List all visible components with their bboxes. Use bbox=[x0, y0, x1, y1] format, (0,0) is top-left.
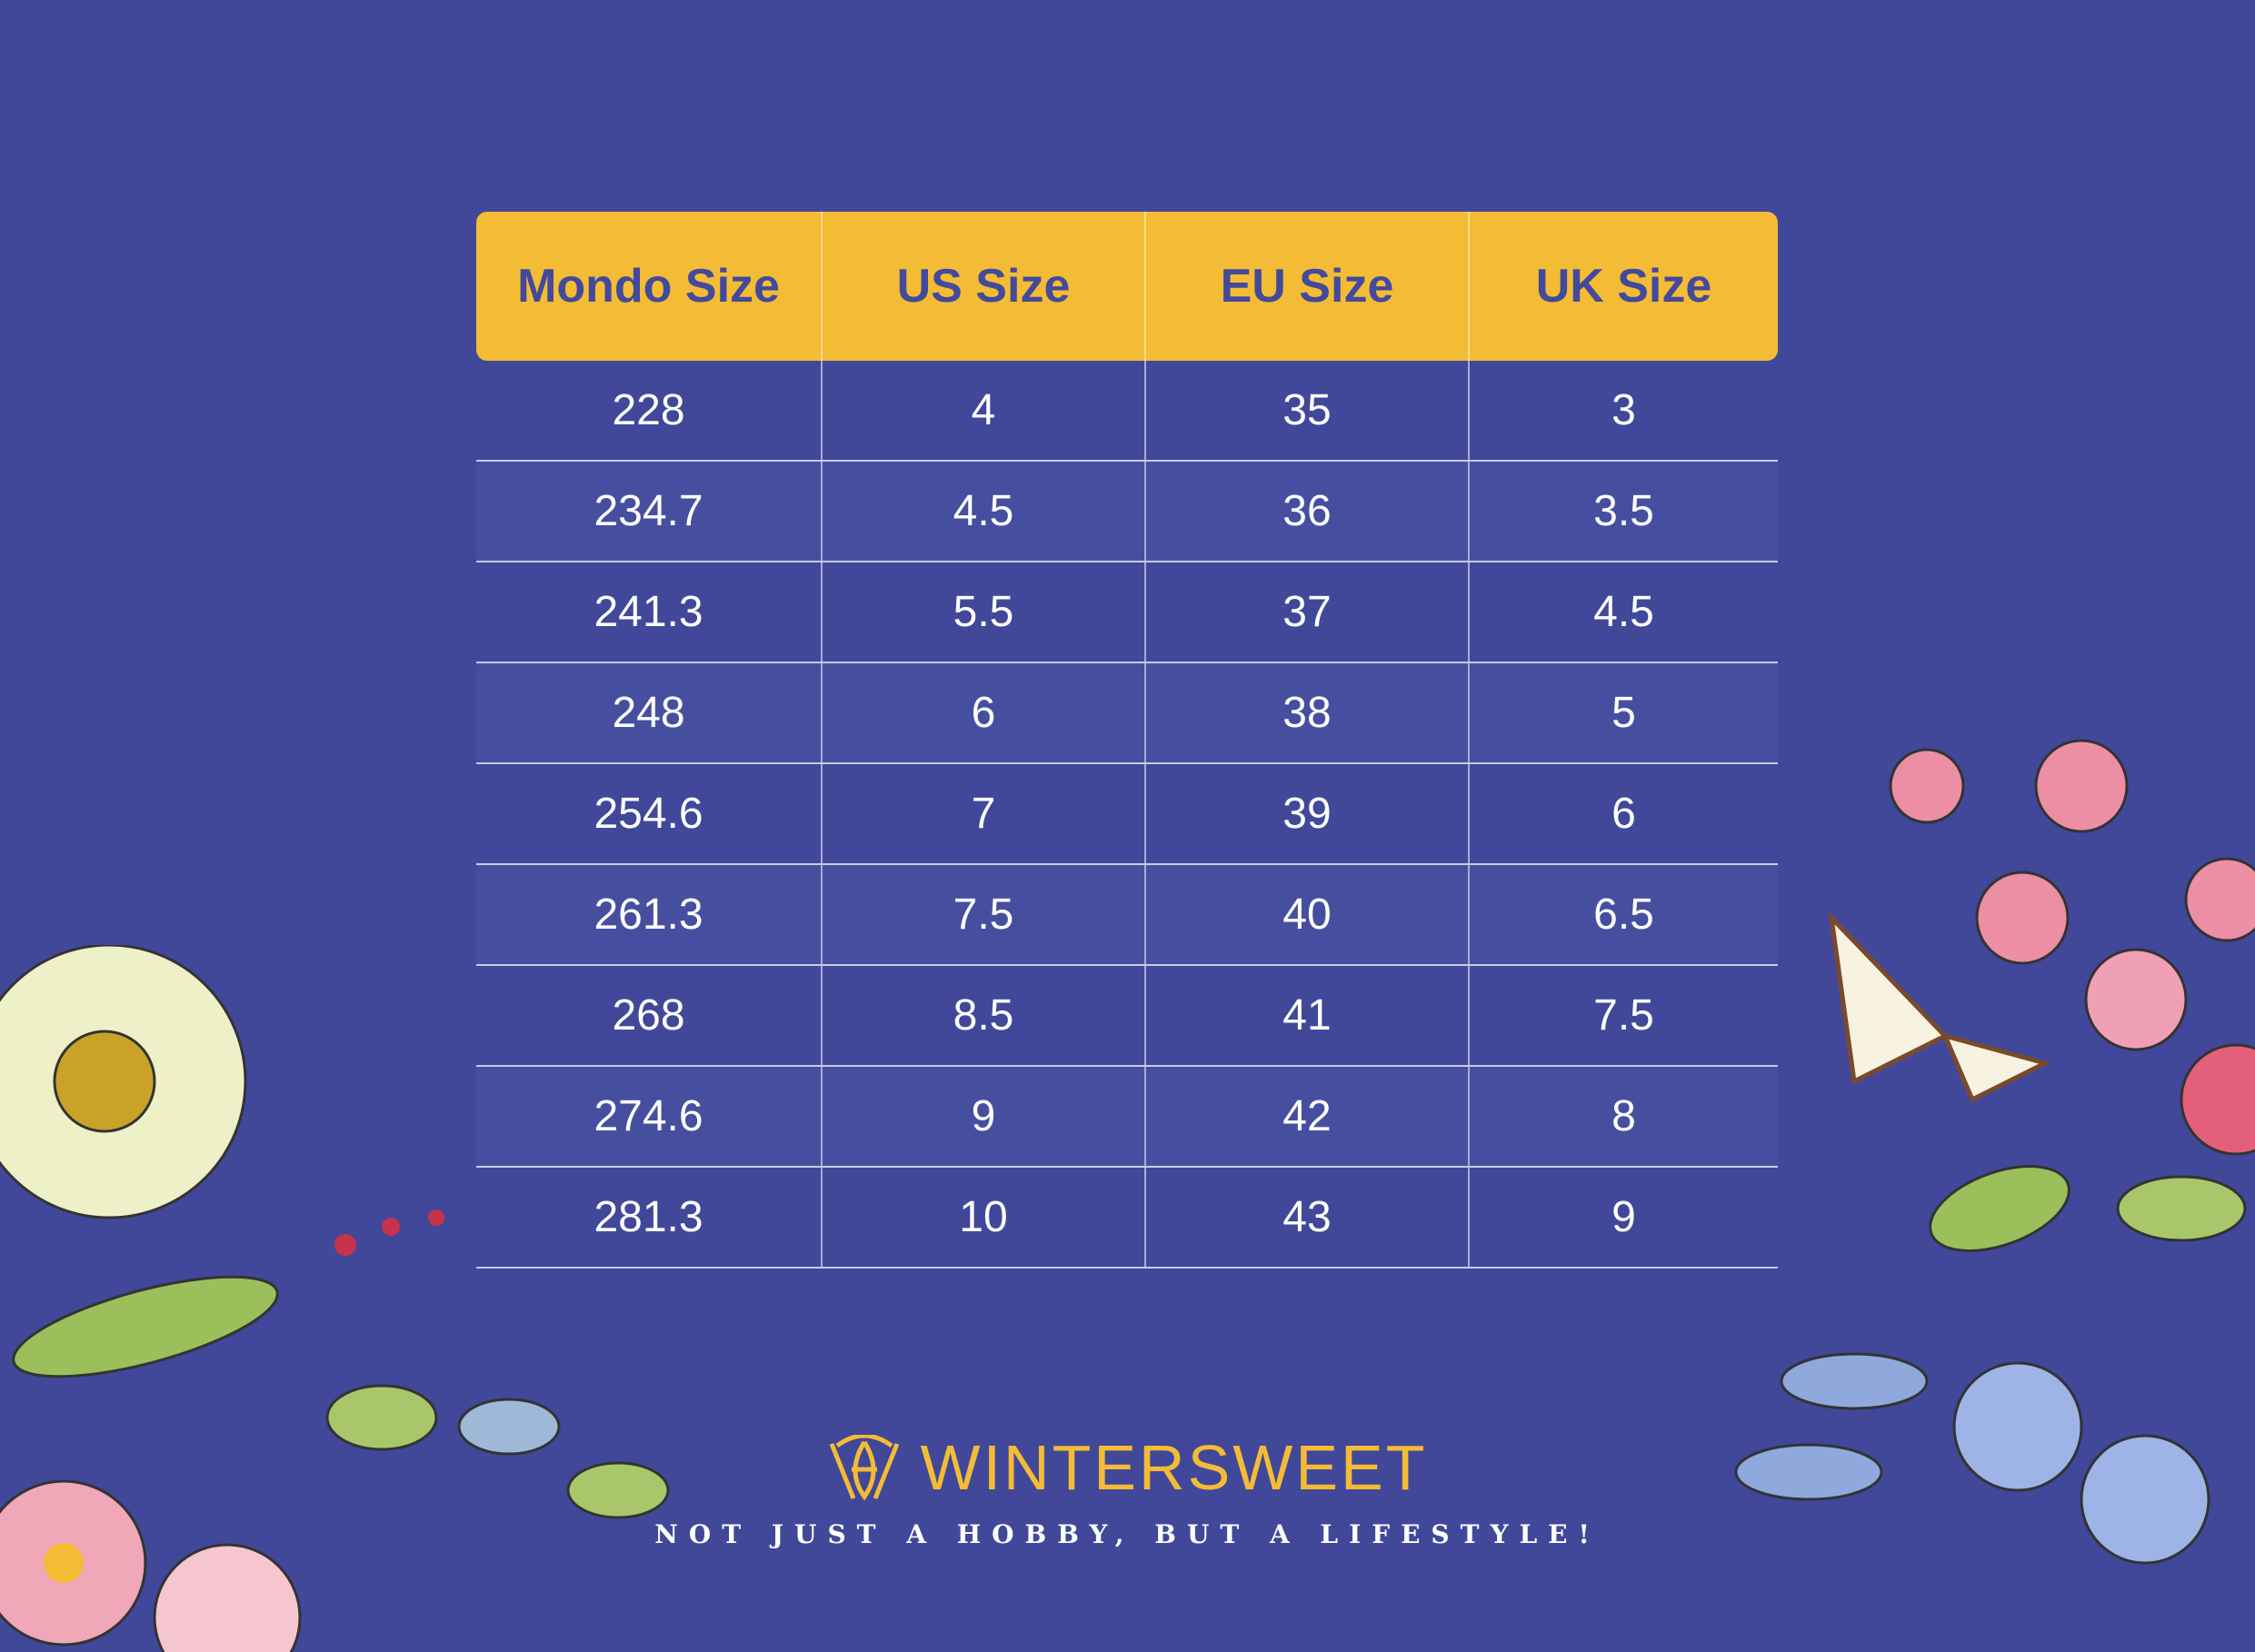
cell-us: 7 bbox=[823, 764, 1146, 863]
cell-us: 6 bbox=[823, 663, 1146, 762]
cell-uk: 6 bbox=[1611, 790, 1636, 838]
flower-decoration-left bbox=[0, 945, 670, 1652]
table-row: 274.6 9 42 8 bbox=[476, 1067, 1778, 1168]
cell-us: 9 bbox=[823, 1067, 1146, 1166]
cell-uk: 3 bbox=[1611, 386, 1636, 434]
cell-us: 4.5 bbox=[823, 462, 1146, 561]
header-us: US Size bbox=[823, 212, 1146, 361]
cell-eu: 42 bbox=[1146, 1067, 1470, 1166]
cell-uk: 6.5 bbox=[1593, 891, 1654, 939]
cell-eu: 40 bbox=[1146, 865, 1470, 964]
cell-mondo: 234.7 bbox=[476, 462, 823, 561]
cell-us: 8.5 bbox=[823, 966, 1146, 1065]
cell-mondo: 268 bbox=[476, 966, 823, 1065]
flower-decoration-right bbox=[1734, 739, 2255, 1565]
cell-mondo: 241.3 bbox=[476, 562, 823, 662]
table-row: 241.3 5.5 37 4.5 bbox=[476, 562, 1778, 663]
cell-mondo: 254.6 bbox=[476, 764, 823, 863]
header-uk: UK Size bbox=[1535, 260, 1712, 313]
cell-eu: 39 bbox=[1146, 764, 1470, 863]
cell-uk: 4.5 bbox=[1593, 588, 1654, 636]
table-row: 261.3 7.5 40 6.5 bbox=[476, 865, 1778, 966]
brand-logo: WINTERSWEET bbox=[0, 1431, 2255, 1504]
cell-mondo: 228 bbox=[476, 361, 823, 460]
cell-uk: 5 bbox=[1611, 689, 1636, 737]
size-chart-table: Mondo Size US Size EU Size UK Size 228 4 3… bbox=[476, 212, 1778, 1269]
cell-us: 7.5 bbox=[823, 865, 1146, 964]
cell-us: 4 bbox=[823, 361, 1146, 460]
table-row: 234.7 4.5 36 3.5 bbox=[476, 462, 1778, 562]
header-eu: EU Size bbox=[1146, 212, 1470, 361]
brand-tagline: NOT JUST A HOBBY, BUT A LIFESTYLE! bbox=[654, 1519, 1601, 1549]
cell-uk: 9 bbox=[1611, 1193, 1636, 1241]
table-row: 268 8.5 41 7.5 bbox=[476, 966, 1778, 1067]
cell-eu: 41 bbox=[1146, 966, 1470, 1065]
wintersweet-logo-icon bbox=[829, 1435, 899, 1500]
cell-eu: 36 bbox=[1146, 462, 1470, 561]
cell-mondo: 261.3 bbox=[476, 865, 823, 964]
cell-eu: 43 bbox=[1146, 1168, 1470, 1267]
brand-name: WINTERSWEET bbox=[920, 1432, 1428, 1503]
cell-mondo: 274.6 bbox=[476, 1067, 823, 1166]
table-row: 228 4 35 3 bbox=[476, 361, 1778, 462]
cell-uk: 7.5 bbox=[1593, 991, 1654, 1040]
cell-us: 5.5 bbox=[823, 562, 1146, 662]
table-row: 281.3 10 43 9 bbox=[476, 1168, 1778, 1269]
cell-mondo: 248 bbox=[476, 663, 823, 762]
cell-uk: 3.5 bbox=[1593, 487, 1654, 535]
cell-mondo: 281.3 bbox=[476, 1168, 823, 1267]
cell-eu: 35 bbox=[1146, 361, 1470, 460]
cell-uk: 8 bbox=[1611, 1092, 1636, 1140]
cell-us: 10 bbox=[823, 1168, 1146, 1267]
table-header: Mondo Size US Size EU Size UK Size bbox=[476, 212, 1778, 361]
header-mondo: Mondo Size bbox=[476, 212, 823, 361]
table-row: 248 6 38 5 bbox=[476, 663, 1778, 764]
table-row: 254.6 7 39 6 bbox=[476, 764, 1778, 865]
cell-eu: 38 bbox=[1146, 663, 1470, 762]
cell-eu: 37 bbox=[1146, 562, 1470, 662]
